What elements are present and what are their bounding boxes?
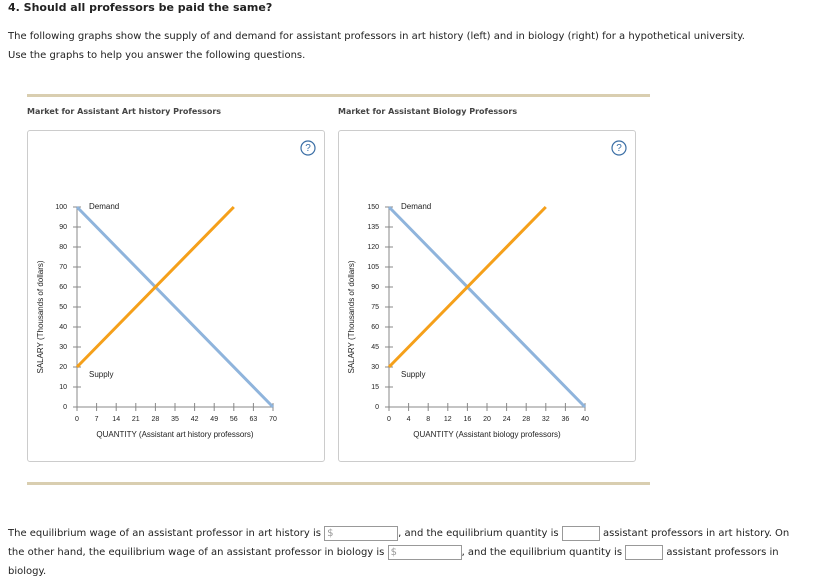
y-tick-label: 15: [371, 384, 379, 391]
x-tick-label: 40: [581, 416, 589, 423]
wage-input[interactable]: $: [387, 544, 462, 560]
x-tick-label: 28: [152, 416, 160, 423]
x-tick-label: 12: [444, 416, 452, 423]
x-tick-label: 35: [171, 416, 179, 423]
x-tick-label: 0: [387, 416, 391, 423]
y-tick-label: 90: [59, 224, 67, 231]
y-tick-label: 90: [371, 284, 379, 291]
x-tick-label: 24: [503, 416, 511, 423]
text: , and the equilibrium quantity is: [398, 528, 559, 539]
y-tick-label: 45: [371, 344, 379, 351]
y-tick-label: 70: [59, 264, 67, 271]
x-tick-label: 56: [230, 416, 238, 423]
question-title: 4. Should all professors be paid the sam…: [8, 1, 273, 14]
y-tick-label: 10: [59, 384, 67, 391]
series-label: Supply: [89, 370, 113, 379]
x-tick-label: 28: [522, 416, 530, 423]
x-tick-label: 7: [95, 416, 99, 423]
series-line: [387, 205, 587, 409]
chart-title: Market for Assistant Art history Profess…: [27, 107, 222, 116]
y-tick-label: 105: [367, 264, 379, 271]
x-tick-label: 16: [464, 416, 472, 423]
quantity-input[interactable]: [625, 544, 664, 560]
series-label: Supply: [401, 370, 425, 379]
series-line: [75, 205, 275, 409]
y-tick-label: 120: [367, 244, 379, 251]
intro-text: The following graphs show the supply of …: [8, 31, 745, 42]
y-axis-title: SALARY (Thousands of dollars): [347, 260, 356, 373]
x-tick-label: 42: [191, 416, 199, 423]
y-tick-label: 0: [63, 404, 67, 411]
series-line: [387, 205, 547, 369]
chart-panel: ? 0 10 20 30 40 50 60 70 80 90 100 0 7 14 21 28 35 42 49 56 6…: [27, 130, 325, 462]
x-axis-title: QUANTITY (Assistant art history professo…: [96, 430, 254, 439]
y-tick-label: 50: [59, 304, 67, 311]
y-tick-label: 30: [59, 344, 67, 351]
chart-title: Market for Assistant Biology Professors: [338, 107, 518, 116]
help-icon[interactable]: [611, 140, 627, 156]
x-tick-label: 63: [250, 416, 258, 423]
y-tick-label: 75: [371, 304, 379, 311]
answer-text: The equilibrium wage of an assistant pro…: [8, 524, 808, 581]
y-axis-title: SALARY (Thousands of dollars): [36, 260, 45, 373]
wage-input[interactable]: $: [324, 525, 399, 541]
text: assistant professors in art history. On …: [8, 528, 790, 558]
x-tick-label: 4: [407, 416, 411, 423]
x-tick-label: 21: [132, 416, 140, 423]
x-axis-title: QUANTITY (Assistant biology professors): [413, 430, 561, 439]
series-line: [75, 205, 235, 369]
x-tick-label: 70: [269, 416, 277, 423]
divider: [27, 482, 650, 485]
series-label: Demand: [89, 202, 119, 211]
chart: ? 0 15 30 45 60 75 90 105 120 135 150 0 4 8 12 16 20 24 28 3…: [347, 140, 627, 439]
help-icon-label: ?: [305, 143, 311, 154]
x-tick-label: 32: [542, 416, 550, 423]
divider: [27, 94, 650, 97]
series-label: Demand: [401, 202, 431, 211]
text: assistant professors in biology.: [8, 547, 779, 577]
y-tick-label: 150: [367, 204, 379, 211]
x-tick-label: 0: [75, 416, 79, 423]
x-tick-label: 20: [483, 416, 491, 423]
quantity-input[interactable]: [561, 525, 600, 541]
help-icon[interactable]: [300, 140, 316, 156]
text: The equilibrium wage of an assistant pro…: [8, 528, 321, 539]
x-tick-label: 49: [210, 416, 218, 423]
intro-text: Use the graphs to help you answer the fo…: [8, 50, 306, 61]
chart-panel: ? 0 15 30 45 60 75 90 105 120 135 150 0 4 8 12 16 20 24 28 3…: [338, 130, 636, 462]
chart: ? 0 10 20 30 40 50 60 70 80 90 100 0 7 14 21 28 35 42 49 56 6…: [36, 140, 316, 439]
x-tick-label: 8: [426, 416, 430, 423]
y-tick-label: 40: [59, 324, 67, 331]
y-tick-label: 80: [59, 244, 67, 251]
y-tick-label: 60: [59, 284, 67, 291]
text: , and the equilibrium quantity is: [461, 547, 623, 558]
help-icon-label: ?: [616, 143, 622, 154]
y-tick-label: 100: [55, 204, 67, 211]
y-tick-label: 0: [375, 404, 379, 411]
x-tick-label: 14: [112, 416, 120, 423]
y-tick-label: 135: [367, 224, 379, 231]
y-tick-label: 30: [371, 364, 379, 371]
y-tick-label: 60: [371, 324, 379, 331]
x-tick-label: 36: [562, 416, 570, 423]
y-tick-label: 20: [59, 364, 67, 371]
